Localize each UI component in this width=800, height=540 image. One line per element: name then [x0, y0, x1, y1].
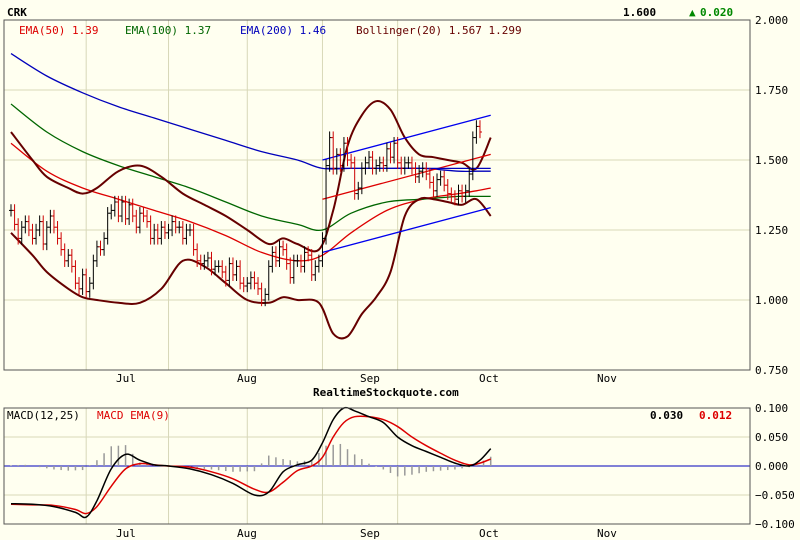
series-channel-middle [322, 153, 491, 200]
macd-x-tick-label: Jul [116, 527, 136, 540]
price-y-tick-label: 1.500 [755, 154, 788, 167]
price-grid [4, 20, 750, 370]
macd-value: 0.030 [650, 409, 683, 422]
price-panel-frame [3, 19, 751, 371]
legend-macd: MACD(12,25) [7, 409, 80, 422]
macd-series [10, 406, 492, 519]
series-ema-200 [10, 53, 491, 173]
x-tick-label: Aug [237, 372, 257, 385]
series-ema-50 [10, 142, 491, 262]
series-channel-lower [322, 206, 491, 254]
macd-y-tick-label: −0.100 [755, 518, 795, 531]
macd-histogram [10, 443, 492, 477]
macd-x-tick-label: Nov [597, 527, 617, 540]
x-tick-label: Oct [479, 372, 499, 385]
legend-ema50: EMA(50) 1.39 [19, 24, 98, 37]
price-bars [9, 120, 482, 307]
legend-bollinger: Bollinger(20) 1.567 1.299 [356, 24, 522, 37]
ohlc-bar [477, 120, 482, 139]
price-y-tick-label: 1.000 [755, 294, 788, 307]
series-macd [10, 406, 492, 519]
x-tick-label: Jul [116, 372, 136, 385]
macd-x-axis: Jul Aug Sep Oct Nov [116, 527, 617, 540]
x-axis: Jul Aug Sep Oct Nov [116, 372, 617, 385]
macd-y-tick-label: 0.000 [755, 460, 788, 473]
series-bollinger-upper [10, 100, 492, 253]
macd-y-tick-label: −0.050 [755, 489, 795, 502]
macd-grid [4, 408, 750, 524]
price-y-tick-label: 1.750 [755, 84, 788, 97]
last-price: 1.600 [623, 6, 656, 19]
price-y-tick-label: 1.250 [755, 224, 788, 237]
macd-signal-value: 0.012 [699, 409, 732, 422]
macd-y-axis: −0.100 −0.050 0.000 0.050 0.100 [755, 402, 795, 531]
legend-macd-signal: MACD EMA(9) [97, 409, 170, 422]
x-tick-label: Nov [597, 372, 617, 385]
price-y-tick-label: 2.000 [755, 14, 788, 27]
macd-x-tick-label: Sep [360, 527, 380, 540]
series-macd-signal [10, 415, 491, 515]
series-channel-upper [322, 114, 491, 161]
watermark: RealtimeStockquote.com [313, 386, 459, 399]
up-arrow-icon: ▲ [689, 6, 696, 19]
macd-panel-frame [3, 407, 751, 525]
price-y-axis: 0.750 1.000 1.250 1.500 1.750 2.000 [755, 14, 788, 377]
ticker-symbol: CRK [7, 6, 27, 19]
series-bollinger-lower [10, 196, 492, 340]
legend-ema100: EMA(100) 1.37 [125, 24, 211, 37]
price-change: 0.020 [700, 6, 733, 19]
macd-x-tick-label: Aug [237, 527, 257, 540]
macd-y-tick-label: 0.100 [755, 402, 788, 415]
series-ema-100 [10, 103, 491, 232]
macd-x-tick-label: Oct [479, 527, 499, 540]
price-y-tick-label: 0.750 [755, 364, 788, 377]
macd-y-tick-label: 0.050 [755, 431, 788, 444]
legend-ema200: EMA(200) 1.46 [240, 24, 326, 37]
x-tick-label: Sep [360, 372, 380, 385]
